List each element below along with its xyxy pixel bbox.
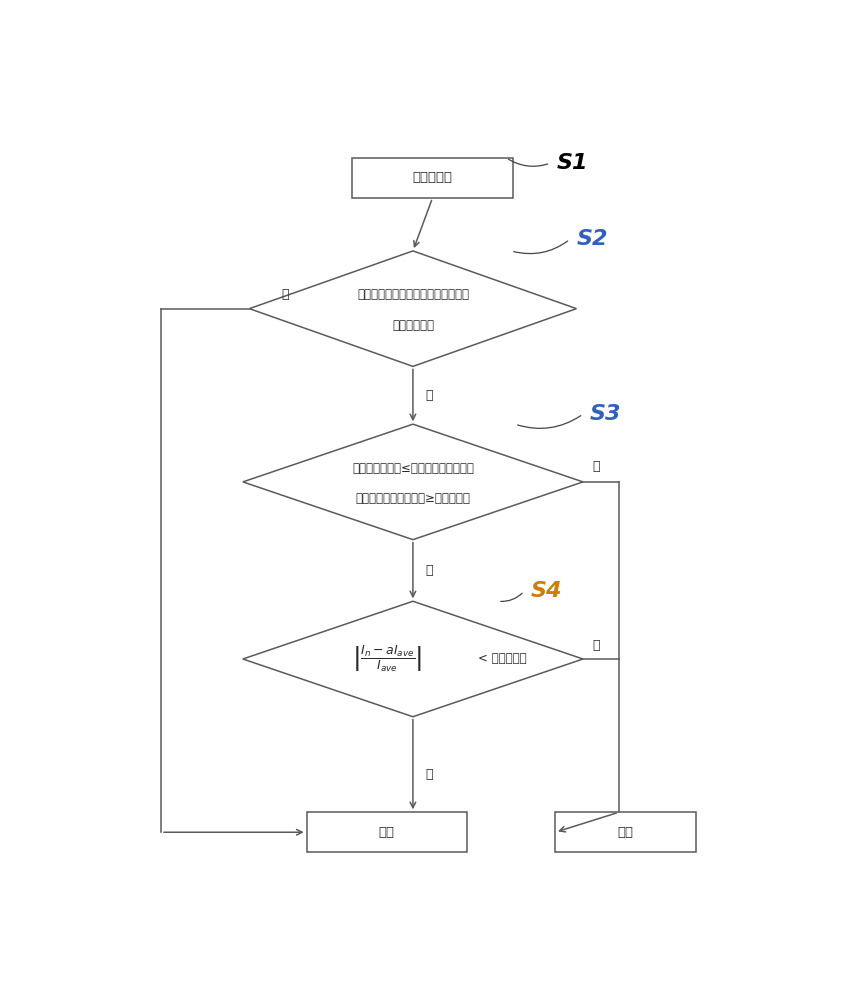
Polygon shape [243,601,583,717]
Text: 某输入端串流值≤第二预定值同时相邻: 某输入端串流值≤第二预定值同时相邻 [352,462,473,475]
Text: 正常: 正常 [379,826,395,839]
Text: 否: 否 [592,639,600,652]
Text: 感测电流值: 感测电流值 [413,171,452,184]
Bar [306,812,467,852]
Bar [353,158,512,198]
Text: 于第一预定值: 于第一预定值 [392,319,434,332]
Text: S4: S4 [531,581,562,601]
Text: 是: 是 [282,288,289,301]
Text: S1: S1 [557,153,588,173]
Polygon shape [243,424,583,540]
Text: 是: 是 [592,460,600,473]
Text: S2: S2 [576,229,608,249]
Text: 所有相邻或相近的输入端串流全部不: 所有相邻或相近的输入端串流全部不 [357,288,469,301]
Text: $\left|\dfrac{I_n - aI_{ave}}{I_{ave}}\right|$: $\left|\dfrac{I_n - aI_{ave}}{I_{ave}}\r… [352,644,422,674]
Text: 否: 否 [425,389,433,402]
Polygon shape [250,251,576,366]
Text: 是: 是 [425,768,433,781]
Text: < 第三预定值: < 第三预定值 [479,652,527,666]
Text: S3: S3 [589,404,621,424]
Text: 异常: 异常 [618,826,634,839]
Text: 或相近的输入端电流值≥第一预定值: 或相近的输入端电流值≥第一预定值 [355,492,470,505]
Text: 否: 否 [425,564,433,577]
Bar [555,812,695,852]
